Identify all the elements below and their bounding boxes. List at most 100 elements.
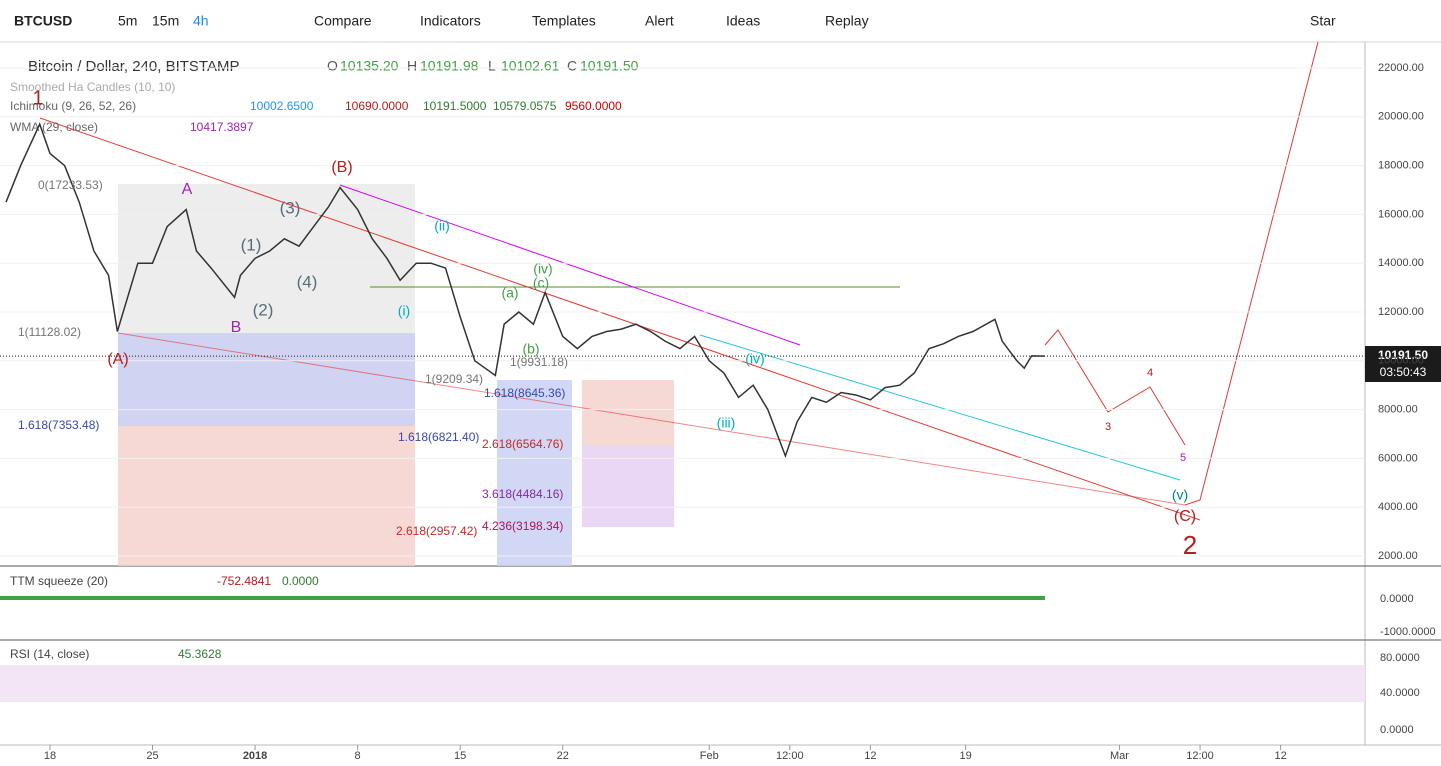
y-tick-label: 4000.00 — [1378, 501, 1418, 513]
ohlc: 10135.20 — [340, 58, 399, 74]
fib-label: 0(17233.53) — [38, 178, 103, 192]
wave-label: (c) — [533, 275, 549, 291]
ichimoku-value: 9560.0000 — [565, 99, 622, 113]
wma-legend: WMA (29, close) — [10, 120, 98, 134]
rsi-legend: RSI (14, close) — [10, 647, 89, 661]
fib-zone — [582, 445, 674, 527]
wave-label: (2) — [253, 300, 274, 319]
wave-label: 3 — [1105, 421, 1111, 433]
wave-label: (v) — [1172, 487, 1188, 503]
fib-zone — [497, 380, 572, 566]
toolbar-button[interactable]: Ideas — [726, 13, 760, 29]
legend-title: Bitcoin / Dollar, 240, BITSTAMP — [28, 58, 239, 75]
wave-label: 4 — [1147, 367, 1153, 379]
fib-label: 1(9209.34) — [425, 372, 483, 386]
ha-legend: Smoothed Ha Candles (10, 10) — [10, 80, 175, 94]
wave-label: (B) — [331, 159, 352, 176]
rsi-axis-label: 80.0000 — [1380, 652, 1420, 664]
ttm-value: 0.0000 — [282, 574, 319, 588]
ichimoku-value: 10579.0575 — [493, 99, 557, 113]
ichimoku-value: 10690.0000 — [345, 99, 409, 113]
wave-label: (iii) — [717, 415, 736, 431]
ohlc: 10191.50 — [580, 58, 639, 74]
rsi-band — [0, 665, 1365, 702]
symbol[interactable]: BTCUSD — [14, 13, 72, 29]
trend-line — [699, 334, 1181, 481]
wma-value: 10417.3897 — [190, 120, 254, 134]
wave-label: (3) — [280, 198, 301, 217]
projection — [1184, 41, 1319, 506]
fib-label: 1(9931.18) — [510, 355, 568, 369]
interval-button[interactable]: 5m — [118, 13, 137, 29]
ohlc: O — [327, 58, 338, 74]
ohlc: H — [407, 58, 417, 74]
y-tick-label: 10000.00 — [1378, 355, 1424, 367]
wave-label: B — [231, 319, 242, 336]
y-tick-label: 20000.00 — [1378, 111, 1424, 123]
ohlc: 10191.98 — [420, 58, 479, 74]
wave-label: (iv) — [745, 351, 764, 367]
wave-label: (4) — [297, 272, 318, 291]
x-tick-label: 12 — [1274, 750, 1286, 762]
rsi-axis-label: 40.0000 — [1380, 687, 1420, 699]
x-tick-label: Feb — [700, 750, 719, 762]
ttm-value: -752.4841 — [217, 574, 271, 588]
y-tick-label: 14000.00 — [1378, 257, 1424, 269]
interval-button[interactable]: 4h — [193, 13, 209, 29]
wave-label: (1) — [241, 235, 262, 254]
toolbar-button[interactable]: Alert — [645, 13, 674, 29]
toolbar — [0, 0, 1441, 42]
interval-button[interactable]: 15m — [152, 13, 179, 29]
fib-label: 2.618(6564.76) — [482, 437, 563, 451]
y-tick-label: 12000.00 — [1378, 306, 1424, 318]
y-tick-label: 8000.00 — [1378, 404, 1418, 416]
price-badge — [1365, 346, 1441, 382]
x-tick-label: 12:00 — [1186, 750, 1214, 762]
wave-label: (C) — [1174, 508, 1196, 525]
x-tick-label: 15 — [454, 750, 466, 762]
trend-line — [117, 332, 1186, 506]
fib-zone — [118, 184, 415, 333]
ichimoku-value: 10191.5000 — [423, 99, 487, 113]
toolbar-button[interactable]: Compare — [314, 13, 372, 29]
y-tick-label: 18000.00 — [1378, 160, 1424, 172]
fib-label: 3.618(4484.16) — [482, 487, 563, 501]
wave-label: (a) — [501, 285, 518, 301]
x-tick-label: 22 — [557, 750, 569, 762]
x-tick-label: 8 — [355, 750, 361, 762]
price-line — [5, 122, 1045, 459]
fib-label: 1(11128.02) — [18, 325, 81, 339]
x-tick-label: 25 — [146, 750, 158, 762]
fib-label: 4.236(3198.34) — [482, 519, 563, 533]
fib-label: 2.618(2957.42) — [396, 524, 477, 538]
toolbar-button[interactable]: Templates — [532, 13, 596, 29]
ohlc: L — [488, 58, 496, 74]
x-tick-label: 12 — [864, 750, 876, 762]
wave-label: (A) — [107, 351, 128, 368]
ttm-legend: TTM squeeze (20) — [10, 574, 108, 588]
wave-label: (i) — [398, 303, 410, 319]
ttm-axis-label: -1000.0000 — [1380, 626, 1436, 638]
rsi-axis-label: 0.0000 — [1380, 724, 1414, 736]
projection — [1044, 329, 1186, 446]
y-tick-label: 6000.00 — [1378, 452, 1418, 464]
fib-zone — [582, 380, 674, 445]
y-tick-label: 22000.00 — [1378, 62, 1424, 74]
wave-label: (ii) — [434, 218, 450, 234]
wave-label: 5 — [1180, 452, 1186, 464]
wave-label: 2 — [1183, 530, 1197, 560]
ichimoku-value: 10002.6500 — [250, 99, 314, 113]
fib-zone — [118, 333, 415, 426]
toolbar-button[interactable]: Indicators — [420, 13, 481, 29]
star-button[interactable]: Star — [1310, 13, 1336, 29]
x-tick-label: 19 — [959, 750, 971, 762]
fib-label: 1.618(8645.36) — [484, 386, 565, 400]
wave-label: 1 — [32, 87, 43, 109]
x-tick-label: 18 — [44, 750, 56, 762]
fib-label: 1.618(6821.40) — [398, 430, 479, 444]
ohlc: C — [567, 58, 577, 74]
toolbar-button[interactable]: Replay — [825, 13, 869, 29]
ttm-axis-label: 0.0000 — [1380, 593, 1414, 605]
price-badge-value: 10191.50 — [1378, 348, 1428, 362]
